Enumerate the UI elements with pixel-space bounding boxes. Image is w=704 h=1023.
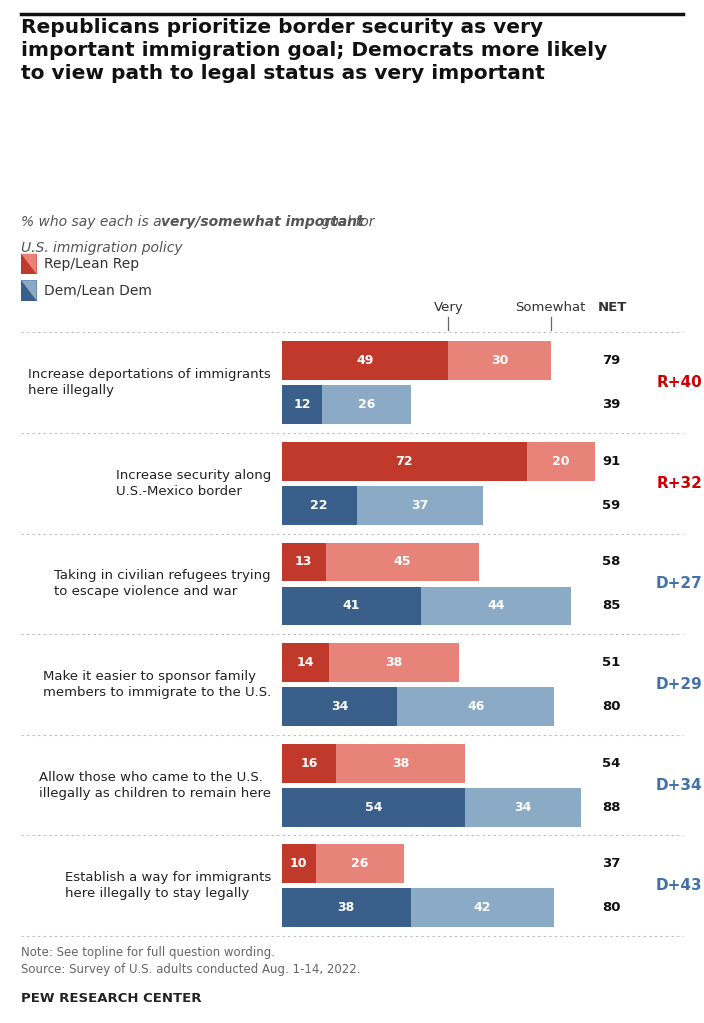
Text: Increase deportations of immigrants
here illegally: Increase deportations of immigrants here… bbox=[28, 368, 271, 397]
Text: 22: 22 bbox=[310, 499, 328, 512]
Text: Make it easier to sponsor family
members to immigrate to the U.S.: Make it easier to sponsor family members… bbox=[43, 670, 271, 699]
Bar bbox=[465, 788, 582, 827]
Text: Note: See topline for full question wording.
Source: Survey of U.S. adults condu: Note: See topline for full question word… bbox=[21, 946, 360, 976]
Text: 38: 38 bbox=[338, 901, 355, 915]
Bar bbox=[336, 744, 465, 783]
Text: 80: 80 bbox=[602, 700, 620, 713]
Text: D+29: D+29 bbox=[656, 677, 703, 692]
Text: 42: 42 bbox=[474, 901, 491, 915]
Text: 88: 88 bbox=[602, 801, 620, 813]
Text: NET: NET bbox=[598, 301, 627, 314]
Text: 30: 30 bbox=[491, 354, 508, 367]
Text: 38: 38 bbox=[392, 757, 410, 769]
Text: 79: 79 bbox=[602, 354, 620, 367]
Text: Republicans prioritize border security as very
important immigration goal; Democ: Republicans prioritize border security a… bbox=[21, 18, 608, 83]
Polygon shape bbox=[21, 254, 37, 274]
Bar bbox=[326, 542, 479, 581]
Bar bbox=[282, 586, 421, 625]
Text: Somewhat: Somewhat bbox=[515, 301, 586, 314]
Text: 41: 41 bbox=[343, 599, 360, 613]
Text: 54: 54 bbox=[365, 801, 382, 813]
Text: 46: 46 bbox=[467, 700, 484, 713]
Text: PEW RESEARCH CENTER: PEW RESEARCH CENTER bbox=[21, 991, 201, 1005]
Text: 26: 26 bbox=[351, 857, 369, 871]
Text: R+32: R+32 bbox=[656, 476, 703, 491]
Text: Taking in civilian refugees trying
to escape violence and war: Taking in civilian refugees trying to es… bbox=[54, 570, 271, 598]
Text: Establish a way for immigrants
here illegally to stay legally: Establish a way for immigrants here ille… bbox=[65, 872, 271, 900]
Text: 20: 20 bbox=[552, 455, 570, 468]
Text: 16: 16 bbox=[300, 757, 318, 769]
Text: 59: 59 bbox=[602, 499, 620, 512]
Bar bbox=[421, 586, 571, 625]
Text: 80: 80 bbox=[602, 901, 620, 915]
Text: 37: 37 bbox=[411, 499, 428, 512]
Bar bbox=[282, 486, 356, 525]
Bar bbox=[527, 442, 595, 481]
Text: 14: 14 bbox=[296, 656, 314, 669]
Polygon shape bbox=[21, 254, 37, 274]
Bar bbox=[448, 342, 551, 381]
Text: 13: 13 bbox=[295, 555, 313, 569]
Bar bbox=[282, 687, 397, 726]
Bar bbox=[282, 888, 411, 927]
Bar bbox=[282, 643, 329, 682]
Text: Very: Very bbox=[434, 301, 463, 314]
Text: 44: 44 bbox=[487, 599, 505, 613]
Text: 49: 49 bbox=[356, 354, 374, 367]
Bar bbox=[282, 744, 336, 783]
Text: 12: 12 bbox=[294, 398, 310, 411]
Bar bbox=[282, 844, 315, 883]
Text: 72: 72 bbox=[396, 455, 413, 468]
Bar bbox=[329, 643, 459, 682]
Polygon shape bbox=[21, 280, 37, 301]
Text: 38: 38 bbox=[385, 656, 403, 669]
Text: D+27: D+27 bbox=[656, 577, 703, 591]
Text: 54: 54 bbox=[602, 757, 620, 769]
Text: 45: 45 bbox=[394, 555, 411, 569]
Bar bbox=[282, 542, 326, 581]
Text: 39: 39 bbox=[602, 398, 620, 411]
Bar bbox=[356, 486, 482, 525]
Text: 51: 51 bbox=[602, 656, 620, 669]
Text: 34: 34 bbox=[515, 801, 532, 813]
Text: % who say each is a: % who say each is a bbox=[21, 215, 166, 229]
Text: 85: 85 bbox=[602, 599, 620, 613]
Text: 91: 91 bbox=[602, 455, 620, 468]
Polygon shape bbox=[21, 280, 37, 301]
Bar bbox=[397, 687, 554, 726]
Text: 58: 58 bbox=[602, 555, 620, 569]
Text: D+43: D+43 bbox=[656, 879, 703, 893]
Text: U.S. immigration policy: U.S. immigration policy bbox=[21, 241, 183, 256]
Text: Increase security along
U.S.-Mexico border: Increase security along U.S.-Mexico bord… bbox=[115, 469, 271, 498]
Text: 37: 37 bbox=[602, 857, 620, 871]
Bar bbox=[322, 386, 411, 425]
Text: Allow those who came to the U.S.
illegally as children to remain here: Allow those who came to the U.S. illegal… bbox=[39, 770, 271, 800]
Bar bbox=[282, 442, 527, 481]
Text: 34: 34 bbox=[331, 700, 348, 713]
Bar bbox=[411, 888, 554, 927]
Bar bbox=[282, 386, 322, 425]
Bar bbox=[315, 844, 404, 883]
Bar bbox=[282, 342, 448, 381]
Text: D+34: D+34 bbox=[656, 777, 703, 793]
Text: goal for: goal for bbox=[317, 215, 375, 229]
Text: Dem/Lean Dem: Dem/Lean Dem bbox=[44, 283, 151, 298]
Text: Rep/Lean Rep: Rep/Lean Rep bbox=[44, 257, 139, 271]
Text: very/somewhat important: very/somewhat important bbox=[161, 215, 363, 229]
Bar bbox=[282, 788, 465, 827]
Text: 26: 26 bbox=[358, 398, 375, 411]
Text: 10: 10 bbox=[290, 857, 308, 871]
Text: R+40: R+40 bbox=[657, 375, 702, 390]
